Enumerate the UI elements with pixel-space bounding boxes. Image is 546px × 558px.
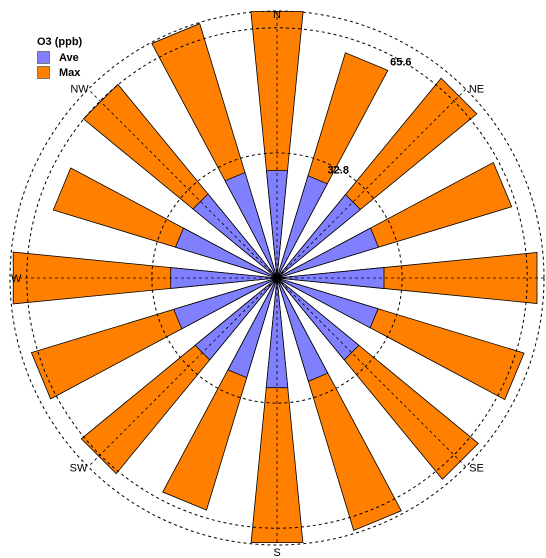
- petal-ave-E: [276, 267, 385, 289]
- direction-label-s: S: [273, 547, 280, 558]
- petal-ave-ENE: [276, 227, 380, 279]
- legend-label-ave: Ave: [59, 51, 79, 64]
- ring-label-0: 32.8: [328, 165, 349, 177]
- legend-item-max: Max: [37, 65, 82, 80]
- legend-item-ave: Ave: [37, 50, 82, 65]
- petal-ave-WSW: [173, 277, 278, 330]
- petal-ave-NNW: [224, 171, 278, 279]
- ring-label-1: 65.6: [390, 56, 411, 68]
- direction-label-ne: NE: [469, 83, 484, 95]
- petal-ave-SSE: [276, 277, 329, 382]
- direction-label-se: SE: [469, 463, 484, 475]
- petal-ave-ESE: [276, 277, 379, 329]
- legend: O3 (ppb) Ave Max: [37, 36, 82, 80]
- petal-max-S: [250, 277, 304, 543]
- petal-ave-NNE: [276, 175, 328, 279]
- petal-ave-SSW: [227, 277, 278, 379]
- petal-ave-NE: [276, 194, 361, 279]
- direction-label-w: W: [11, 273, 22, 285]
- petal-ave-WNW: [174, 227, 278, 279]
- legend-title: O3 (ppb): [37, 36, 83, 48]
- legend-swatch-max: [37, 66, 50, 79]
- direction-label-nw: NW: [70, 83, 89, 95]
- direction-label-sw: SW: [70, 463, 88, 475]
- legend-label-max: Max: [59, 66, 81, 79]
- legend-swatch-ave: [37, 51, 50, 64]
- petal-ave-S: [265, 277, 289, 389]
- direction-label-n: N: [273, 9, 281, 21]
- petal-ave-N: [266, 170, 288, 279]
- grid-spoke-3: [87, 88, 467, 468]
